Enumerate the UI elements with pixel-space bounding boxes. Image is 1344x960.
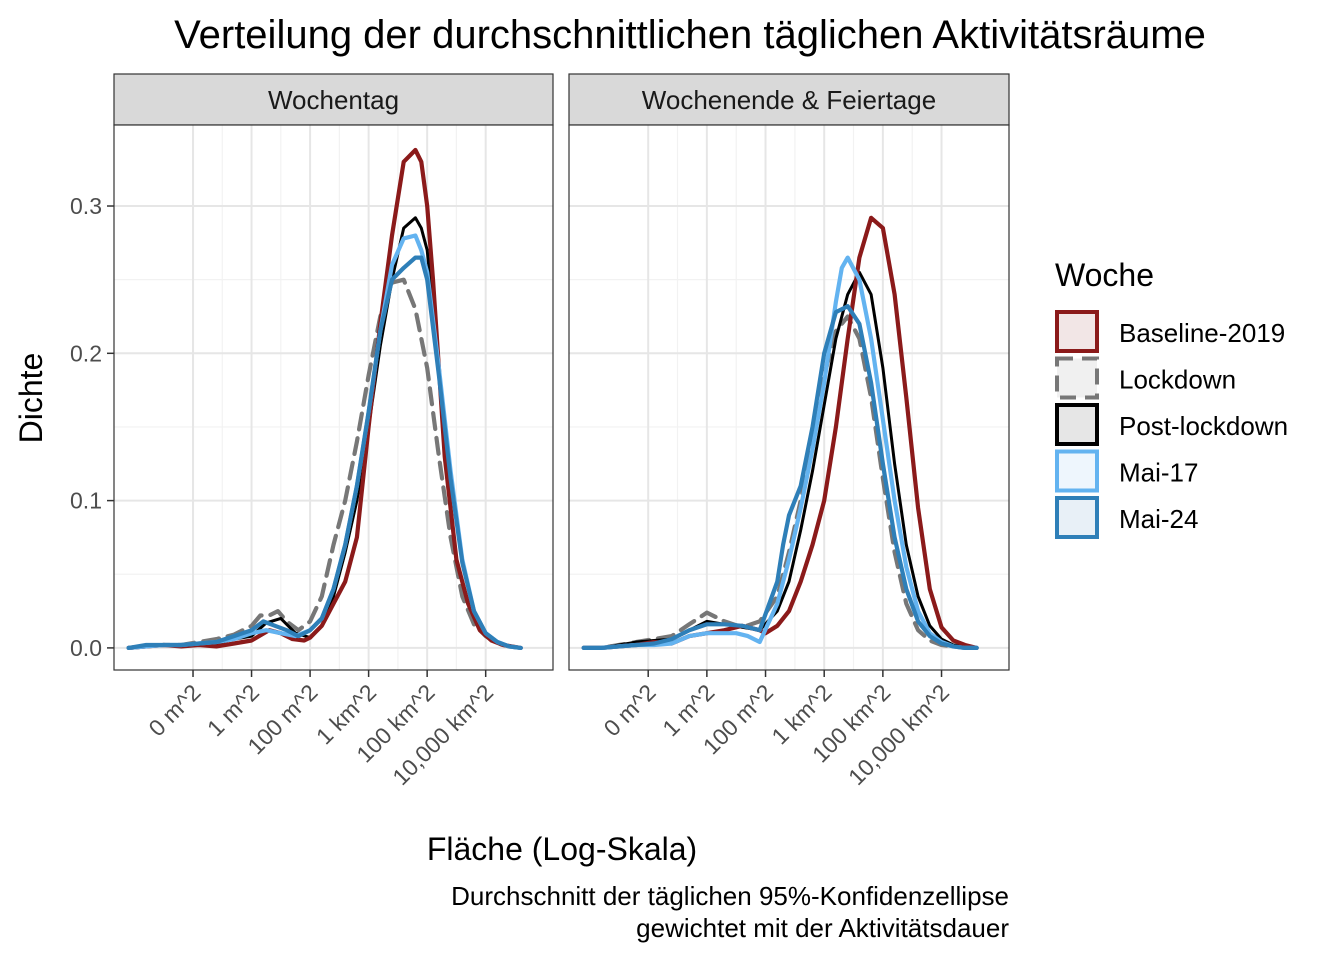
legend-key-post-lockdown bbox=[1055, 403, 1099, 446]
legend-label: Lockdown bbox=[1119, 365, 1236, 395]
series-line-mai-17 bbox=[581, 255, 979, 650]
facet-label-wochentag: Wochentag bbox=[268, 85, 399, 115]
plot-background bbox=[114, 125, 553, 670]
series-line-baseline-2019 bbox=[126, 147, 523, 650]
y-axis-title: Dichte bbox=[13, 353, 49, 444]
legend-label: Mai-17 bbox=[1119, 458, 1198, 488]
chart-title: Verteilung der durchschnittlichen täglic… bbox=[174, 13, 1206, 57]
y-tick-label: 0.1 bbox=[70, 488, 102, 514]
caption-line-1: Durchschnitt der täglichen 95%-Konfidenz… bbox=[451, 881, 1009, 911]
legend-item-lockdown: Lockdown bbox=[1055, 356, 1236, 400]
x-axis-title: Fläche (Log-Skala) bbox=[427, 831, 697, 867]
panel-border bbox=[113, 124, 554, 671]
y-tick-label: 0.3 bbox=[70, 193, 102, 219]
legend-key-lockdown bbox=[1055, 356, 1099, 400]
facet-label-wochenende: Wochenende & Feiertage bbox=[642, 85, 936, 115]
x-tick-label: 0 m^2 bbox=[599, 679, 661, 741]
legend-label: Baseline-2019 bbox=[1119, 318, 1285, 348]
legend-item-post-lockdown: Post-lockdown bbox=[1055, 403, 1288, 446]
legend-item-mai-24: Mai-24 bbox=[1055, 496, 1198, 539]
panel-border bbox=[568, 124, 1010, 671]
x-tick-label: 0 m^2 bbox=[143, 679, 205, 741]
series-line-lockdown bbox=[126, 277, 523, 650]
legend-item-mai-17: Mai-17 bbox=[1055, 449, 1198, 493]
legend-title: Woche bbox=[1055, 257, 1154, 293]
series-line-mai-24 bbox=[126, 255, 523, 650]
y-tick-label: 0.2 bbox=[70, 340, 102, 366]
legend-key-mai-17 bbox=[1055, 449, 1099, 493]
legend-key-baseline-2019 bbox=[1055, 310, 1099, 353]
facet-strip-wochenende bbox=[568, 73, 1010, 126]
legend-label: Post-lockdown bbox=[1119, 411, 1288, 441]
caption-line-2: gewichtet mit der Aktivitätsdauer bbox=[636, 913, 1009, 943]
legend-label: Mai-24 bbox=[1119, 504, 1198, 534]
legend-item-baseline-2019: Baseline-2019 bbox=[1055, 310, 1285, 353]
series-line-mai-24 bbox=[581, 304, 979, 650]
y-tick-label: 0.0 bbox=[70, 635, 102, 661]
facet-strip-wochentag bbox=[113, 73, 554, 126]
legend-key-mai-24 bbox=[1055, 496, 1099, 539]
legend: Woche Baseline-2019 Lockdown Post-lockdown… bbox=[1055, 257, 1288, 539]
